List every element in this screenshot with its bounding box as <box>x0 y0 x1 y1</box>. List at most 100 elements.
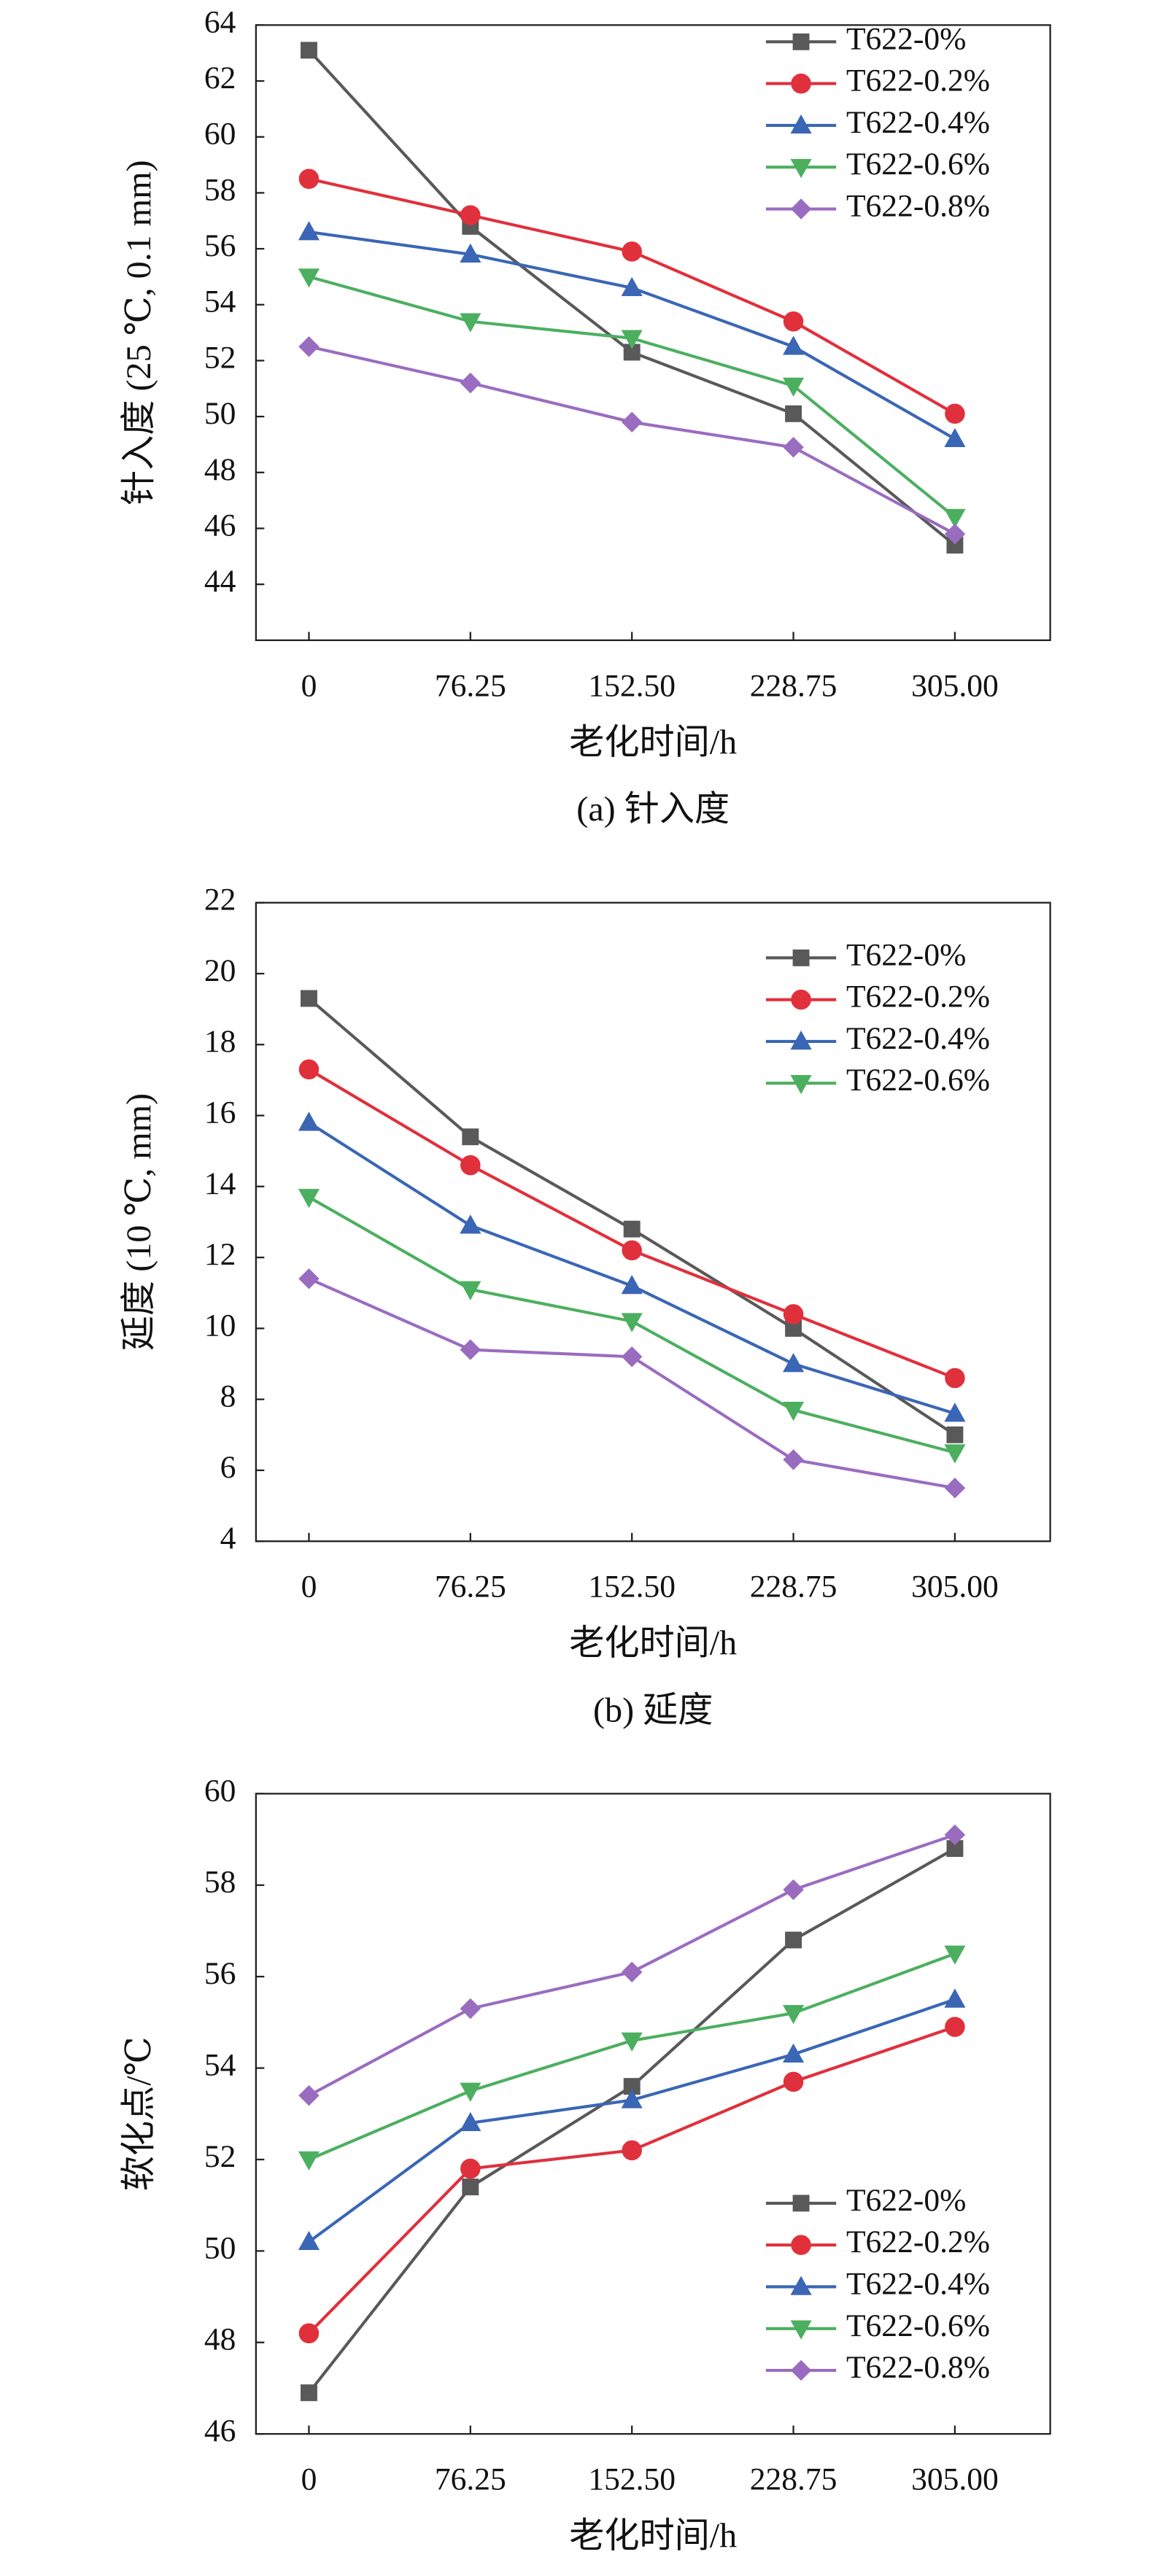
x-tick-label: 152.50 <box>588 2462 676 2497</box>
legend-label: T622-0.6% <box>846 147 990 182</box>
marker <box>460 1214 481 1234</box>
marker <box>790 2276 812 2295</box>
marker <box>298 2084 320 2106</box>
marker <box>944 1403 966 1422</box>
plot-frame <box>255 1793 1051 2435</box>
y-tick-label: 8 <box>220 1379 236 1414</box>
legend-label: T622-0.2% <box>846 2224 990 2259</box>
marker <box>783 1879 804 1901</box>
marker <box>783 335 805 355</box>
x-axis-title: 老化时间/h <box>569 2517 737 2556</box>
marker <box>944 508 966 529</box>
marker <box>298 336 320 357</box>
marker <box>783 2071 804 2092</box>
marker <box>460 372 481 394</box>
legend-label: T622-0.4% <box>846 1021 990 1056</box>
marker <box>298 1112 320 1131</box>
plot-frame <box>255 901 1051 1543</box>
y-tick-label: 6 <box>220 1450 236 1485</box>
marker <box>460 205 481 225</box>
y-tick-label: 62 <box>204 61 236 96</box>
marker <box>621 330 643 349</box>
y-tick-label: 18 <box>204 1024 236 1059</box>
marker <box>621 1275 643 1295</box>
legend-label: T622-0.6% <box>846 1063 990 1098</box>
marker <box>460 2082 481 2102</box>
marker <box>460 2111 481 2132</box>
y-tick-label: 58 <box>204 172 236 207</box>
legend-label: T622-0% <box>846 937 966 972</box>
x-tick-label: 76.25 <box>435 2462 506 2497</box>
marker <box>622 1240 642 1261</box>
marker <box>462 1128 479 1146</box>
legend-label: T622-0% <box>846 2183 966 2218</box>
y-tick-label: 54 <box>204 2048 236 2083</box>
x-tick-label: 76.25 <box>435 1570 506 1605</box>
marker <box>944 1988 966 2008</box>
x-tick-label: 228.75 <box>750 1570 837 1605</box>
marker <box>783 1402 805 1421</box>
y-tick-label: 20 <box>204 953 236 988</box>
y-tick-label: 48 <box>204 452 236 487</box>
marker <box>790 1074 812 1095</box>
marker <box>622 2140 642 2161</box>
y-tick-label: 10 <box>204 1308 236 1343</box>
marker <box>298 1268 320 1289</box>
y-tick-label: 22 <box>204 882 236 917</box>
legend-label: T622-0.8% <box>846 188 990 223</box>
y-tick-label: 46 <box>204 2413 236 2448</box>
legend-label: T622-0.2% <box>846 979 990 1015</box>
y-tick-label: 50 <box>204 2230 236 2265</box>
marker <box>298 268 320 288</box>
marker <box>298 2323 320 2343</box>
x-tick-label: 305.00 <box>911 2462 999 2497</box>
marker <box>460 313 481 333</box>
x-tick-label: 305.00 <box>911 1570 999 1605</box>
marker <box>621 2032 643 2052</box>
x-axis-title: 老化时间/h <box>569 1624 737 1663</box>
y-tick-label: 56 <box>204 228 236 263</box>
marker <box>298 1189 320 1209</box>
marker <box>945 403 965 424</box>
caption: (b) 延度 <box>593 1691 713 1729</box>
marker <box>460 1998 481 2020</box>
y-tick-label: 14 <box>204 1166 236 1201</box>
y-tick-label: 4 <box>220 1521 236 1556</box>
marker <box>791 2235 811 2255</box>
marker <box>790 158 812 179</box>
marker <box>300 2384 317 2402</box>
marker <box>298 168 320 189</box>
marker <box>790 2359 812 2381</box>
legend-label: T622-0.4% <box>846 105 990 140</box>
y-tick-label: 44 <box>204 564 236 599</box>
plot-frame <box>255 24 1051 641</box>
marker <box>791 73 811 94</box>
marker <box>792 33 810 50</box>
marker <box>783 1449 804 1470</box>
marker <box>790 2320 812 2340</box>
marker <box>460 243 481 263</box>
x-tick-label: 76.25 <box>435 668 506 703</box>
marker <box>792 2195 810 2212</box>
y-tick-label: 58 <box>204 1865 236 1900</box>
x-tick-label: 228.75 <box>750 668 837 703</box>
x-tick-label: 152.50 <box>588 668 676 703</box>
caption: (a) 针入度 <box>576 790 730 829</box>
marker <box>790 114 812 134</box>
marker <box>785 1931 802 1949</box>
x-axis-title: 老化时间/h <box>569 723 737 761</box>
x-tick-label: 228.75 <box>750 2462 837 2497</box>
marker <box>790 198 812 220</box>
y-tick-label: 48 <box>204 2322 236 2357</box>
x-tick-label: 305.00 <box>911 668 999 703</box>
x-tick-label: 152.50 <box>588 1570 676 1605</box>
marker <box>623 1220 641 1238</box>
marker <box>298 221 320 241</box>
y-tick-label: 52 <box>204 340 236 375</box>
marker <box>944 1824 966 1845</box>
legend-label: T622-0.8% <box>846 2350 990 2385</box>
y-axis-title: 延度 (10 ℃, mm) <box>120 1093 158 1351</box>
y-tick-label: 50 <box>204 396 236 431</box>
marker <box>946 1426 964 1443</box>
marker <box>783 2043 805 2063</box>
